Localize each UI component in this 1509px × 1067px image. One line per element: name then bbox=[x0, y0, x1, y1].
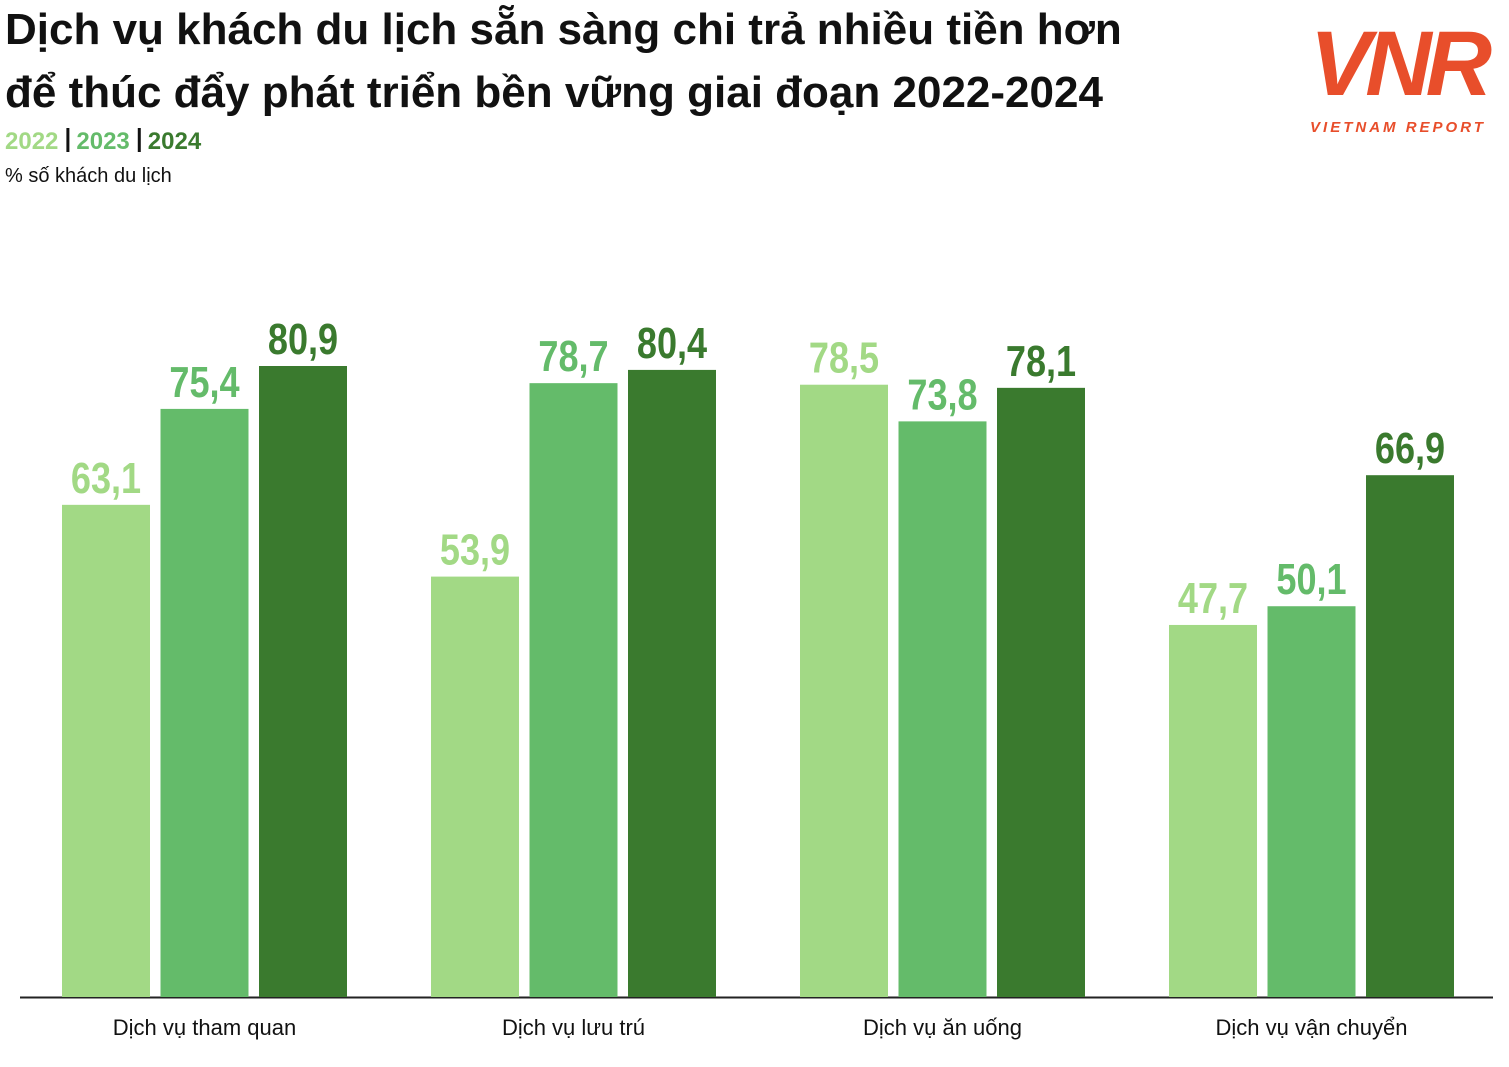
data-label: 50,1 bbox=[1276, 555, 1346, 604]
legend-entry: 2024 bbox=[148, 128, 202, 155]
data-label: 78,5 bbox=[809, 333, 879, 382]
bar bbox=[1366, 475, 1454, 997]
bar bbox=[1267, 606, 1356, 997]
chart-title: để thúc đẩy phát triển bền vững giai đoạ… bbox=[5, 68, 1103, 117]
data-label: 47,7 bbox=[1178, 574, 1248, 623]
data-label: 78,7 bbox=[538, 332, 608, 381]
bar bbox=[431, 576, 519, 997]
x-tick-label: Dịch vụ vận chuyển bbox=[1216, 1015, 1408, 1040]
chart-title: Dịch vụ khách du lịch sẵn sàng chi trả n… bbox=[5, 3, 1122, 54]
data-label: 73,8 bbox=[907, 370, 977, 419]
bar bbox=[997, 387, 1085, 997]
data-label: 75,4 bbox=[169, 358, 240, 407]
data-label: 53,9 bbox=[440, 525, 510, 574]
bar bbox=[529, 383, 618, 998]
y-axis-label: % số khách du lịch bbox=[5, 165, 172, 187]
legend-separator bbox=[66, 128, 70, 152]
bar bbox=[1169, 624, 1257, 997]
data-label: 80,4 bbox=[637, 319, 708, 368]
bar bbox=[160, 408, 249, 997]
logo-mark: VNR bbox=[1310, 13, 1492, 115]
legend-entry: 2022 bbox=[5, 128, 58, 155]
bar bbox=[62, 504, 150, 997]
x-tick-label: Dịch vụ ăn uống bbox=[863, 1015, 1022, 1040]
data-label: 80,9 bbox=[268, 315, 338, 364]
data-label: 78,1 bbox=[1006, 336, 1076, 385]
x-tick-label: Dịch vụ lưu trú bbox=[502, 1015, 645, 1040]
legend-separator bbox=[137, 128, 141, 152]
bar bbox=[259, 366, 347, 997]
data-label: 63,1 bbox=[71, 453, 141, 502]
legend-entry: 2023 bbox=[76, 128, 129, 155]
bar bbox=[800, 384, 888, 997]
data-label: 66,9 bbox=[1375, 424, 1445, 473]
bar bbox=[898, 421, 987, 997]
logo-text: VIETNAM REPORT bbox=[1310, 119, 1486, 136]
x-tick-label: Dịch vụ tham quan bbox=[113, 1015, 296, 1040]
bar bbox=[628, 369, 716, 997]
